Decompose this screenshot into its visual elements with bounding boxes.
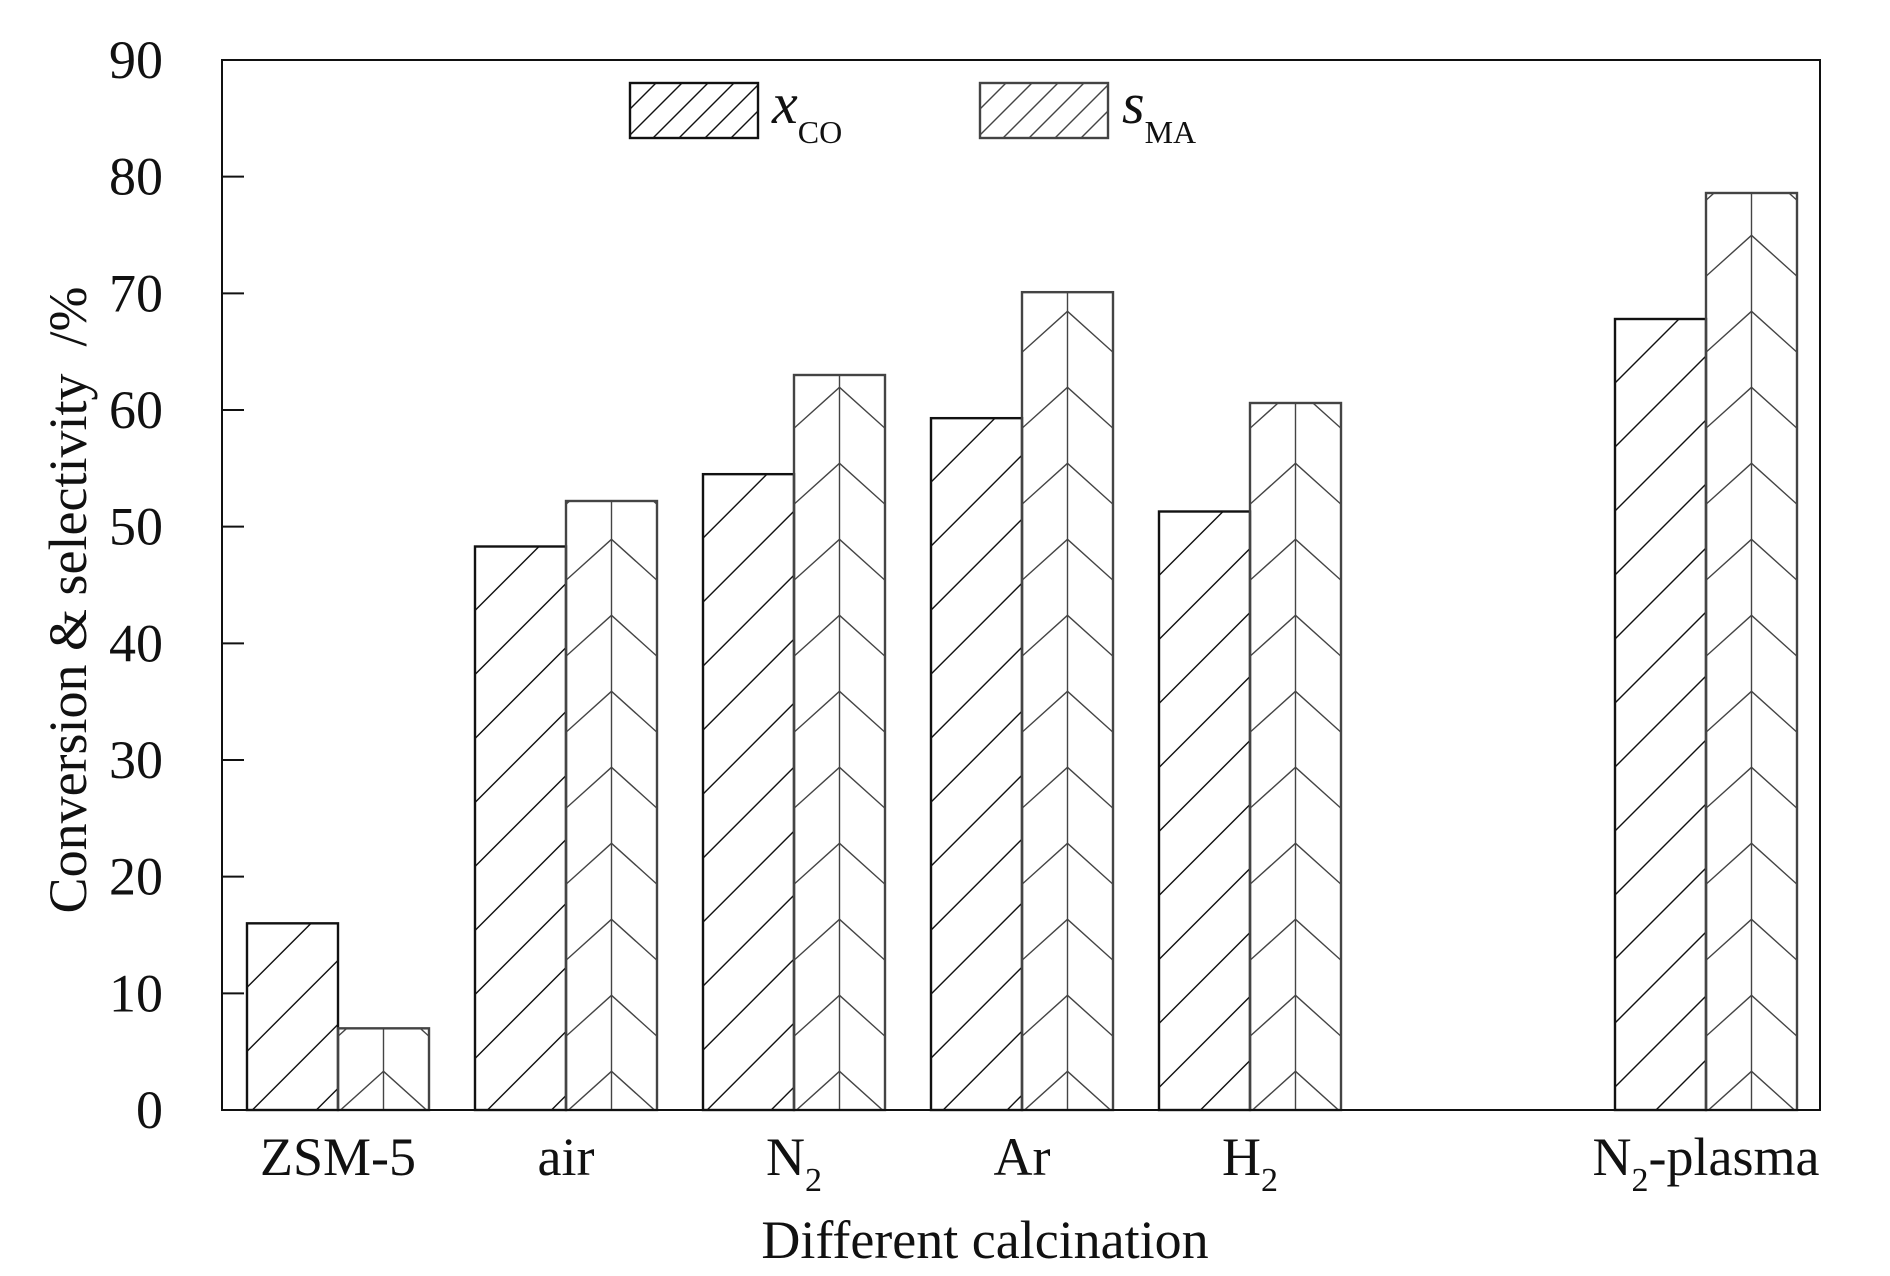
bar-hatch [794, 375, 885, 1110]
bar-outline [1157, 510, 1252, 1112]
bar-hatch [1615, 319, 1706, 1110]
bar-hatch [566, 501, 657, 1110]
bar-hatch [1250, 403, 1341, 1110]
bar-outline [929, 416, 1024, 1112]
y-tick-label: 50 [109, 497, 163, 557]
bar-hatch [703, 474, 794, 1110]
legend-swatch [978, 81, 1110, 140]
bar-hatch [247, 923, 338, 1110]
x-tick-label: N2-plasma [1593, 1127, 1820, 1199]
bar-sMA-1 [564, 499, 659, 1112]
bar-hatch [1022, 292, 1113, 1110]
bar-outline [701, 472, 796, 1112]
x-tick-label: air [538, 1127, 595, 1187]
x-tick-label: H2 [1222, 1127, 1278, 1199]
x-tick-label: N2 [766, 1127, 822, 1199]
y-tick-label: 40 [109, 613, 163, 673]
bar-hatch [1159, 511, 1250, 1110]
bar-hatch [338, 1028, 429, 1111]
y-axis-title: Conversion & selectivity /% [38, 287, 98, 914]
x-axis: ZSM-5 air N2 Ar H2 N2-plasma [260, 1127, 1820, 1199]
y-tick-label: 70 [109, 263, 163, 323]
y-tick-label: 30 [109, 730, 163, 790]
legend: xCO sMA [628, 71, 1196, 150]
legend-swatch [628, 81, 760, 140]
bar-sMA-3 [1020, 290, 1115, 1112]
bar-xCO-3 [929, 416, 1024, 1112]
y-tick-label: 90 [109, 30, 163, 90]
plot-frame [221, 59, 1821, 1111]
x-tick-label: ZSM-5 [260, 1127, 416, 1187]
legend-item-xCO: xCO [628, 71, 842, 150]
legend-label: xCO [771, 71, 842, 150]
y-tick-label: 10 [109, 963, 163, 1023]
bar-outline [473, 545, 568, 1112]
legend-item-sMA: sMA [978, 71, 1196, 150]
legend-label: sMA [1122, 71, 1196, 150]
y-tick-label: 80 [109, 147, 163, 207]
y-tick-label: 60 [109, 380, 163, 440]
bar-sMA-0 [336, 1027, 431, 1112]
bar-sMA-5 [1704, 191, 1799, 1112]
y-tick-label: 20 [109, 847, 163, 907]
y-axis: 0 10 20 30 40 50 60 70 80 90 [109, 30, 244, 1140]
bar-outline [1613, 317, 1708, 1112]
bar-xCO-1 [473, 545, 568, 1112]
bar-hatch [475, 546, 566, 1110]
x-axis-title: Different calcination [761, 1210, 1208, 1270]
bar-hatch [931, 418, 1022, 1110]
bar-xCO-5 [1613, 317, 1708, 1112]
bar-sMA-2 [792, 373, 887, 1112]
hatch-layer [245, 191, 1799, 1112]
y-tick-label: 0 [136, 1080, 163, 1140]
bar-hatch [1706, 193, 1797, 1110]
bar-sMA-4 [1248, 401, 1343, 1112]
x-tick-label: Ar [994, 1127, 1051, 1187]
bar-outline [245, 922, 340, 1112]
bar-xCO-2 [701, 472, 796, 1112]
